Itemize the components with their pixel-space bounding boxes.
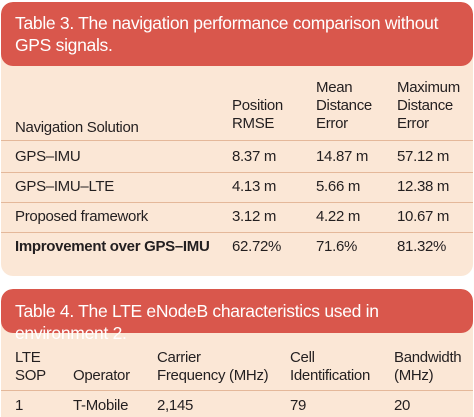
- header-navigation-solution: Navigation Solution: [15, 119, 139, 136]
- row-4-mean: 71.6%: [316, 238, 358, 255]
- row-2-rmse: 4.13 m: [232, 178, 277, 195]
- header-cell-identification: Cell Identification: [290, 349, 371, 384]
- table-4-caption: Table 4. The LTE eNodeB characteristics …: [1, 289, 473, 343]
- row-3-mean: 4.22 m: [316, 208, 361, 225]
- header-mean-distance-error: Mean Distance Error: [316, 79, 372, 132]
- header-lte-sop: LTE SOP: [15, 349, 46, 384]
- row-rule: [1, 202, 473, 203]
- t4-row-1-operator: T-Mobile: [73, 397, 129, 414]
- row-1-solution: GPS–IMU: [15, 148, 81, 165]
- row-3-solution: Proposed framework: [15, 208, 148, 225]
- t4-row-1-bandwidth: 20: [394, 397, 411, 414]
- row-2-mean: 5.66 m: [316, 178, 361, 195]
- row-3-rmse: 3.12 m: [232, 208, 277, 225]
- row-4-max: 81.32%: [397, 238, 447, 255]
- table-3: Table 3. The navigation performance comp…: [1, 2, 473, 276]
- table-3-caption: Table 3. The navigation performance comp…: [1, 2, 473, 66]
- header-rule: [1, 390, 473, 391]
- row-1-max: 57.12 m: [397, 148, 450, 165]
- row-1-mean: 14.87 m: [316, 148, 369, 165]
- table-4: Table 4. The LTE eNodeB characteristics …: [1, 289, 473, 417]
- t4-row-1-frequency: 2,145: [157, 397, 194, 414]
- header-position-rmse: Position RMSE: [232, 97, 283, 132]
- header-operator: Operator: [73, 367, 130, 384]
- header-carrier-frequency: Carrier Frequency (MHz): [157, 349, 269, 384]
- row-4-rmse: 62.72%: [232, 238, 282, 255]
- header-rule: [1, 140, 473, 141]
- row-2-solution: GPS–IMU–LTE: [15, 178, 114, 195]
- header-bandwidth: Bandwidth (MHz): [394, 349, 462, 384]
- row-rule: [1, 172, 473, 173]
- row-3-max: 10.67 m: [397, 208, 450, 225]
- row-2-max: 12.38 m: [397, 178, 450, 195]
- row-rule: [1, 232, 473, 233]
- t4-row-1-sop: 1: [15, 397, 24, 414]
- row-4-solution: Improvement over GPS–IMU: [15, 238, 210, 255]
- row-1-rmse: 8.37 m: [232, 148, 277, 165]
- t4-row-1-cell-id: 79: [290, 397, 307, 414]
- header-maximum-distance-error: Maximum Distance Error: [397, 79, 460, 132]
